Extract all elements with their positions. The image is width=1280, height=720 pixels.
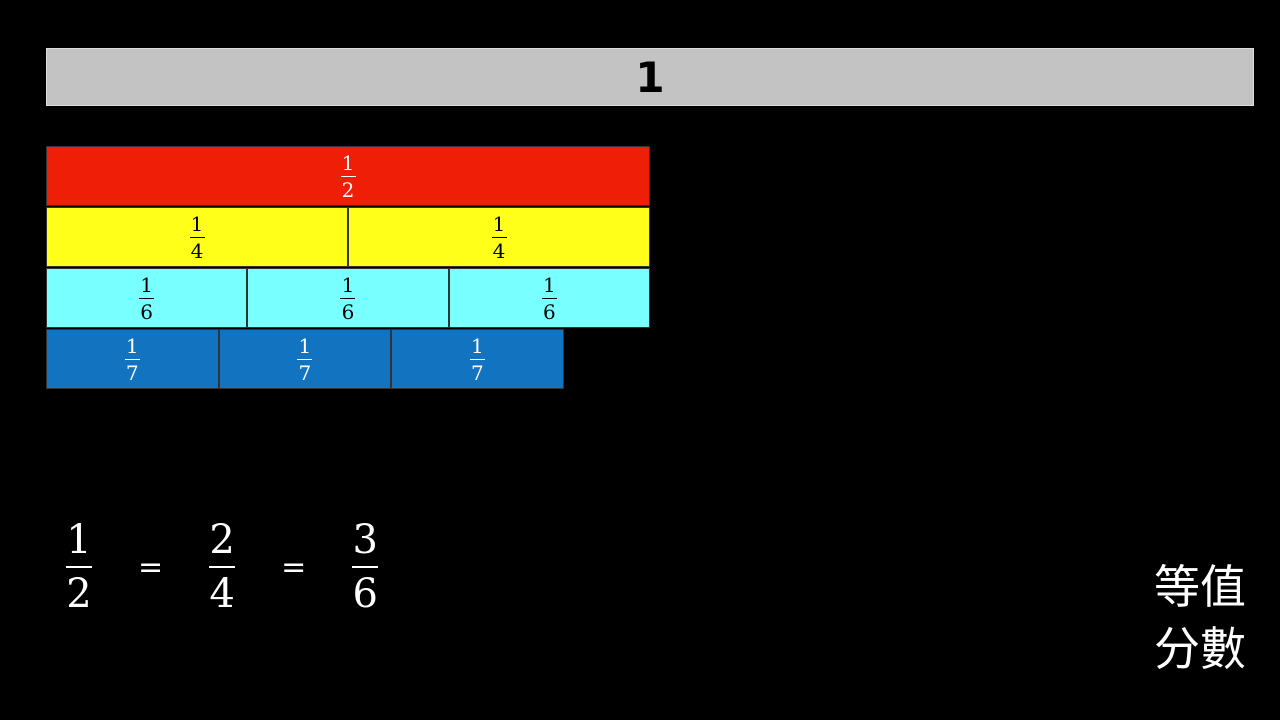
title-block: 等值 分數	[1154, 556, 1246, 680]
equation-fraction-3: 3 6	[352, 517, 379, 617]
numerator: 1	[125, 333, 139, 358]
equivalence-equation: 1 2 = 2 4 = 3 6	[66, 517, 379, 617]
fraction-bar	[66, 566, 92, 568]
numerator: 1	[298, 333, 312, 358]
fraction-bar	[139, 297, 155, 299]
numerator: 1	[66, 517, 92, 563]
whole-bar: 1	[46, 48, 1254, 106]
denominator: 7	[298, 360, 312, 385]
equals-sign-2: =	[281, 549, 307, 585]
equation-fraction-1: 1 2	[66, 520, 92, 614]
denominator: 7	[125, 360, 139, 385]
fraction-bar	[541, 297, 557, 299]
numerator: 1	[140, 272, 154, 297]
numerator: 1	[471, 333, 484, 358]
whole-label: 1	[635, 52, 665, 102]
fraction-bar	[340, 175, 356, 177]
title-line-2: 分數	[1154, 622, 1246, 676]
fraction-bar	[297, 358, 313, 360]
denominator: 2	[341, 177, 355, 202]
fraction-bar	[209, 566, 236, 568]
denominator: 6	[542, 299, 556, 324]
denominator: 7	[471, 360, 484, 385]
fraction-bar	[469, 358, 485, 360]
fraction-bar	[189, 236, 205, 238]
numerator: 3	[352, 517, 378, 563]
denominator: 6	[341, 299, 355, 324]
numerator: 1	[190, 211, 204, 236]
denominator: 6	[140, 299, 154, 324]
equation-fraction-2: 2 4	[209, 517, 236, 617]
fraction-bar	[491, 236, 507, 238]
numerator: 1	[542, 272, 556, 297]
fraction-bar	[124, 358, 140, 360]
title-line-1: 等值	[1154, 560, 1246, 614]
denominator: 2	[66, 571, 92, 617]
fraction-bar	[340, 297, 356, 299]
denominator: 4	[492, 238, 506, 263]
numerator: 2	[209, 517, 235, 563]
numerator: 1	[341, 150, 355, 175]
numerator: 1	[492, 211, 506, 236]
denominator: 4	[209, 571, 235, 617]
denominator: 6	[352, 571, 378, 617]
numerator: 1	[341, 272, 355, 297]
fraction-bar	[352, 566, 379, 568]
equals-sign-1: =	[138, 549, 164, 585]
denominator: 4	[190, 238, 204, 263]
